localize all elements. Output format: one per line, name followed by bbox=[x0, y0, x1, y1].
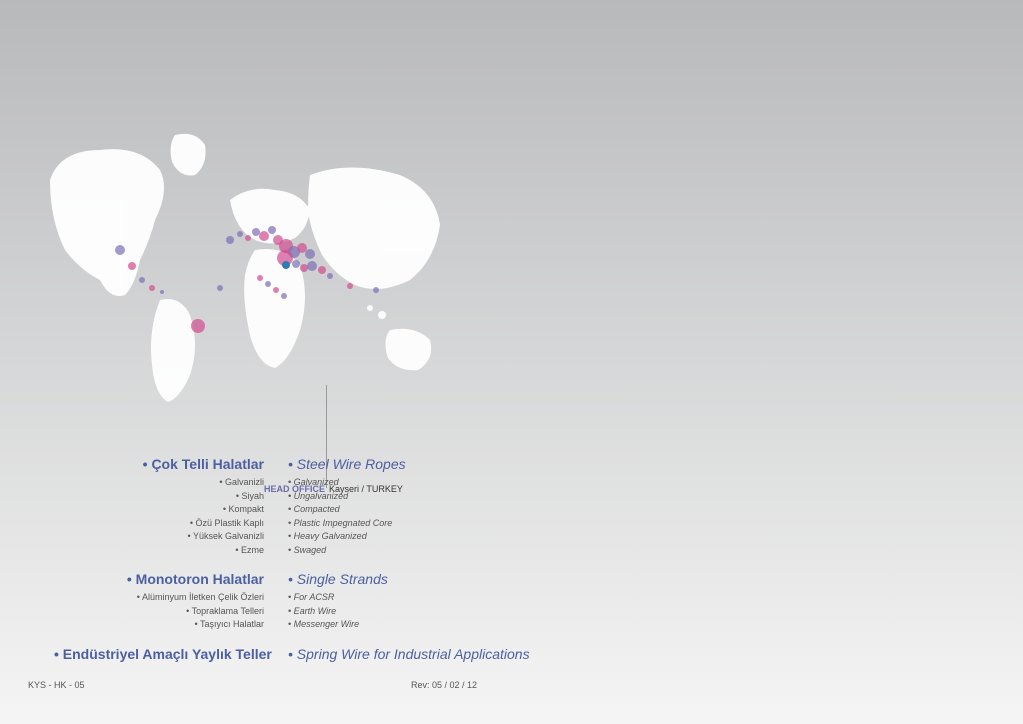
map-dot bbox=[327, 273, 333, 279]
footer-doc-code: KYS - HK - 05 bbox=[28, 680, 85, 690]
map-dot bbox=[139, 277, 145, 283]
map-dot bbox=[373, 287, 379, 293]
map-dot bbox=[160, 290, 164, 294]
map-dot bbox=[297, 243, 307, 253]
block-item: Alüminyum İletken Çelik Özleri bbox=[54, 591, 264, 605]
block-title: Çok Telli Halatlar bbox=[54, 456, 264, 472]
map-dot bbox=[259, 231, 269, 241]
block-item: Galvanizli bbox=[54, 476, 264, 490]
block-item: Özü Plastik Kaplı bbox=[54, 517, 264, 531]
block-item: Siyah bbox=[54, 490, 264, 504]
block-item: Taşıyıcı Halatlar bbox=[54, 618, 264, 632]
map-dot bbox=[149, 285, 155, 291]
block-item: Heavy Galvanized bbox=[288, 530, 538, 544]
map-dot bbox=[305, 249, 315, 259]
map-dot bbox=[191, 319, 205, 333]
map-dot bbox=[252, 228, 260, 236]
map-dot bbox=[226, 236, 234, 244]
product-block: Steel Wire Ropes GalvanizedUngalvanizedCo… bbox=[288, 456, 538, 557]
block-item: Earth Wire bbox=[288, 605, 538, 619]
map-dot bbox=[281, 293, 287, 299]
column-right-en: Steel Wire Ropes GalvanizedUngalvanizedCo… bbox=[276, 456, 538, 676]
block-item: Galvanized bbox=[288, 476, 538, 490]
map-dot bbox=[128, 262, 136, 270]
product-block: Monotoron Halatlar Alüminyum İletken Çeli… bbox=[54, 571, 264, 632]
column-left-tr: Çok Telli Halatlar GalvanizliSiyahKompakt… bbox=[54, 456, 276, 676]
block-item: Plastic Impegnated Core bbox=[288, 517, 538, 531]
block-item: Messenger Wire bbox=[288, 618, 538, 632]
block-title: Spring Wire for Industrial Applications bbox=[288, 646, 538, 662]
block-title: Endüstriyel Amaçlı Yaylık Teller bbox=[54, 646, 264, 662]
footer-revision: Rev: 05 / 02 / 12 bbox=[411, 680, 477, 690]
product-block: Endüstriyel Amaçlı Yaylık Teller bbox=[54, 646, 264, 662]
block-item: Kompakt bbox=[54, 503, 264, 517]
map-dot bbox=[300, 264, 308, 272]
block-item: Swaged bbox=[288, 544, 538, 558]
map-svg bbox=[40, 120, 460, 410]
map-dot bbox=[268, 226, 276, 234]
map-dot bbox=[217, 285, 223, 291]
world-map: HEAD OFFICEKayseri / TURKEY bbox=[40, 120, 460, 410]
block-item: Ezme bbox=[54, 544, 264, 558]
map-dot bbox=[237, 231, 243, 237]
block-title: Single Strands bbox=[288, 571, 538, 587]
map-dot bbox=[257, 275, 263, 281]
block-item: Yüksek Galvanizli bbox=[54, 530, 264, 544]
map-dot bbox=[273, 287, 279, 293]
map-dot bbox=[347, 283, 353, 289]
product-block: Spring Wire for Industrial Applications bbox=[288, 646, 538, 662]
block-item: Compacted bbox=[288, 503, 538, 517]
map-dot bbox=[292, 260, 300, 268]
product-columns: Çok Telli Halatlar GalvanizliSiyahKompakt… bbox=[54, 456, 538, 676]
block-item: Topraklama Telleri bbox=[54, 605, 264, 619]
block-title: Steel Wire Ropes bbox=[288, 456, 538, 472]
product-block: Çok Telli Halatlar GalvanizliSiyahKompakt… bbox=[54, 456, 264, 557]
map-dot bbox=[245, 235, 251, 241]
map-dot bbox=[307, 261, 317, 271]
block-title: Monotoron Halatlar bbox=[54, 571, 264, 587]
map-dot bbox=[318, 266, 326, 274]
block-item: For ACSR bbox=[288, 591, 538, 605]
map-dot bbox=[115, 245, 125, 255]
block-item: Ungalvanized bbox=[288, 490, 538, 504]
map-dot bbox=[265, 281, 271, 287]
product-block: Single Strands For ACSREarth WireMessenge… bbox=[288, 571, 538, 632]
